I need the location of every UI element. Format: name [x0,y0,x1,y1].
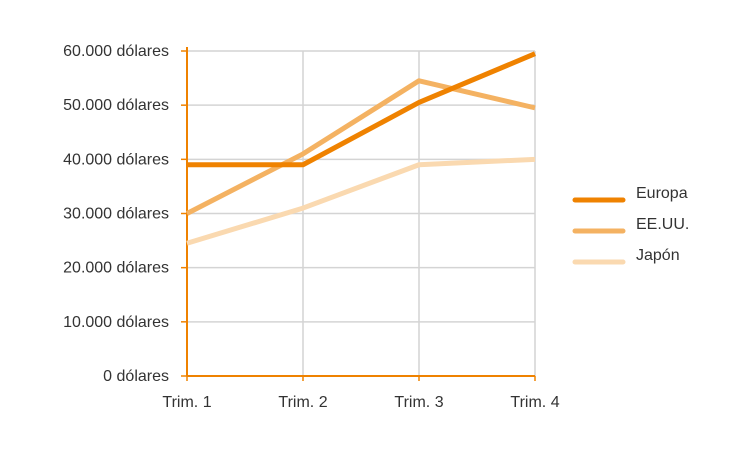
y-tick-label-0: 0 dólares [103,368,169,385]
y-tick-label-4: 40.000 dólares [63,151,169,168]
legend-label-1: EE.UU. [636,216,689,233]
y-axis-ticks: 0 dólares 10.000 dólares 20.000 dólares 30.… [63,43,169,385]
legend-label-0: Europa [636,185,688,202]
y-tick-label-1: 10.000 dólares [63,314,169,331]
y-tick-label-2: 20.000 dólares [63,260,169,277]
x-tick-label-3: Trim. 4 [510,394,559,411]
series-line-2 [186,156,536,246]
x-tick-label-0: Trim. 1 [162,394,211,411]
y-tick-label-6: 60.000 dólares [63,43,169,60]
y-tick-label-5: 50.000 dólares [63,97,169,114]
x-tick-label-2: Trim. 3 [394,394,443,411]
x-axis-ticks: Trim. 1 Trim. 2 Trim. 3 Trim. 4 [162,394,559,411]
series-line-0 [187,51,536,168]
legend-label-2: Japón [636,247,680,264]
series-lines [185,51,536,246]
grid [187,50,536,376]
y-tick-label-3: 30.000 dólares [63,206,169,223]
legend: Europa EE.UU. Japón [572,185,689,265]
series-line-1 [185,78,536,216]
x-tick-label-1: Trim. 2 [278,394,327,411]
